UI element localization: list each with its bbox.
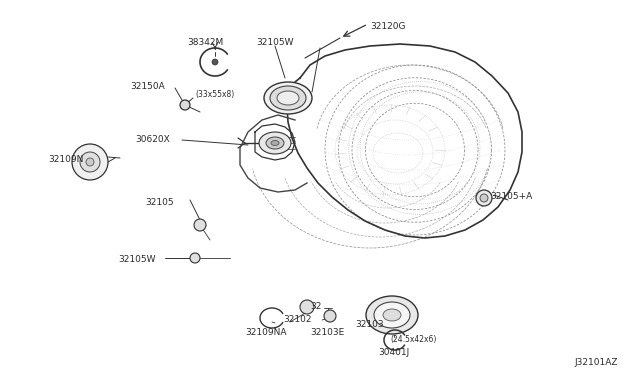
- Ellipse shape: [259, 132, 291, 154]
- Circle shape: [80, 152, 100, 172]
- Text: 32109N: 32109N: [48, 155, 83, 164]
- Text: 32120G: 32120G: [370, 22, 406, 31]
- Text: 32105+A: 32105+A: [490, 192, 532, 201]
- Circle shape: [300, 300, 314, 314]
- Ellipse shape: [271, 141, 279, 145]
- Circle shape: [180, 100, 190, 110]
- Text: 32105W: 32105W: [118, 255, 156, 264]
- Ellipse shape: [270, 86, 306, 110]
- Ellipse shape: [374, 302, 410, 328]
- Circle shape: [476, 190, 492, 206]
- Text: 32: 32: [310, 302, 321, 311]
- Ellipse shape: [383, 309, 401, 321]
- Ellipse shape: [264, 82, 312, 114]
- Circle shape: [86, 158, 94, 166]
- Ellipse shape: [266, 137, 284, 149]
- Ellipse shape: [277, 91, 299, 105]
- Text: 32150A: 32150A: [130, 82, 164, 91]
- Text: 30401J: 30401J: [378, 348, 409, 357]
- Text: 38342M: 38342M: [187, 38, 223, 47]
- Text: 32103E: 32103E: [310, 328, 344, 337]
- Text: 32102: 32102: [283, 315, 312, 324]
- Text: (24.5x42x6): (24.5x42x6): [390, 335, 436, 344]
- Circle shape: [194, 219, 206, 231]
- Circle shape: [324, 310, 336, 322]
- Circle shape: [72, 144, 108, 180]
- Circle shape: [190, 253, 200, 263]
- Circle shape: [212, 59, 218, 65]
- Text: (33x55x8): (33x55x8): [195, 90, 235, 99]
- Text: 30620X: 30620X: [135, 135, 170, 144]
- Ellipse shape: [366, 296, 418, 334]
- Text: 32105: 32105: [145, 198, 173, 207]
- Text: 32109NA: 32109NA: [245, 328, 287, 337]
- Circle shape: [480, 194, 488, 202]
- Text: J32101AZ: J32101AZ: [574, 358, 618, 367]
- Text: 32103: 32103: [355, 320, 383, 329]
- Text: 32105W: 32105W: [256, 38, 294, 47]
